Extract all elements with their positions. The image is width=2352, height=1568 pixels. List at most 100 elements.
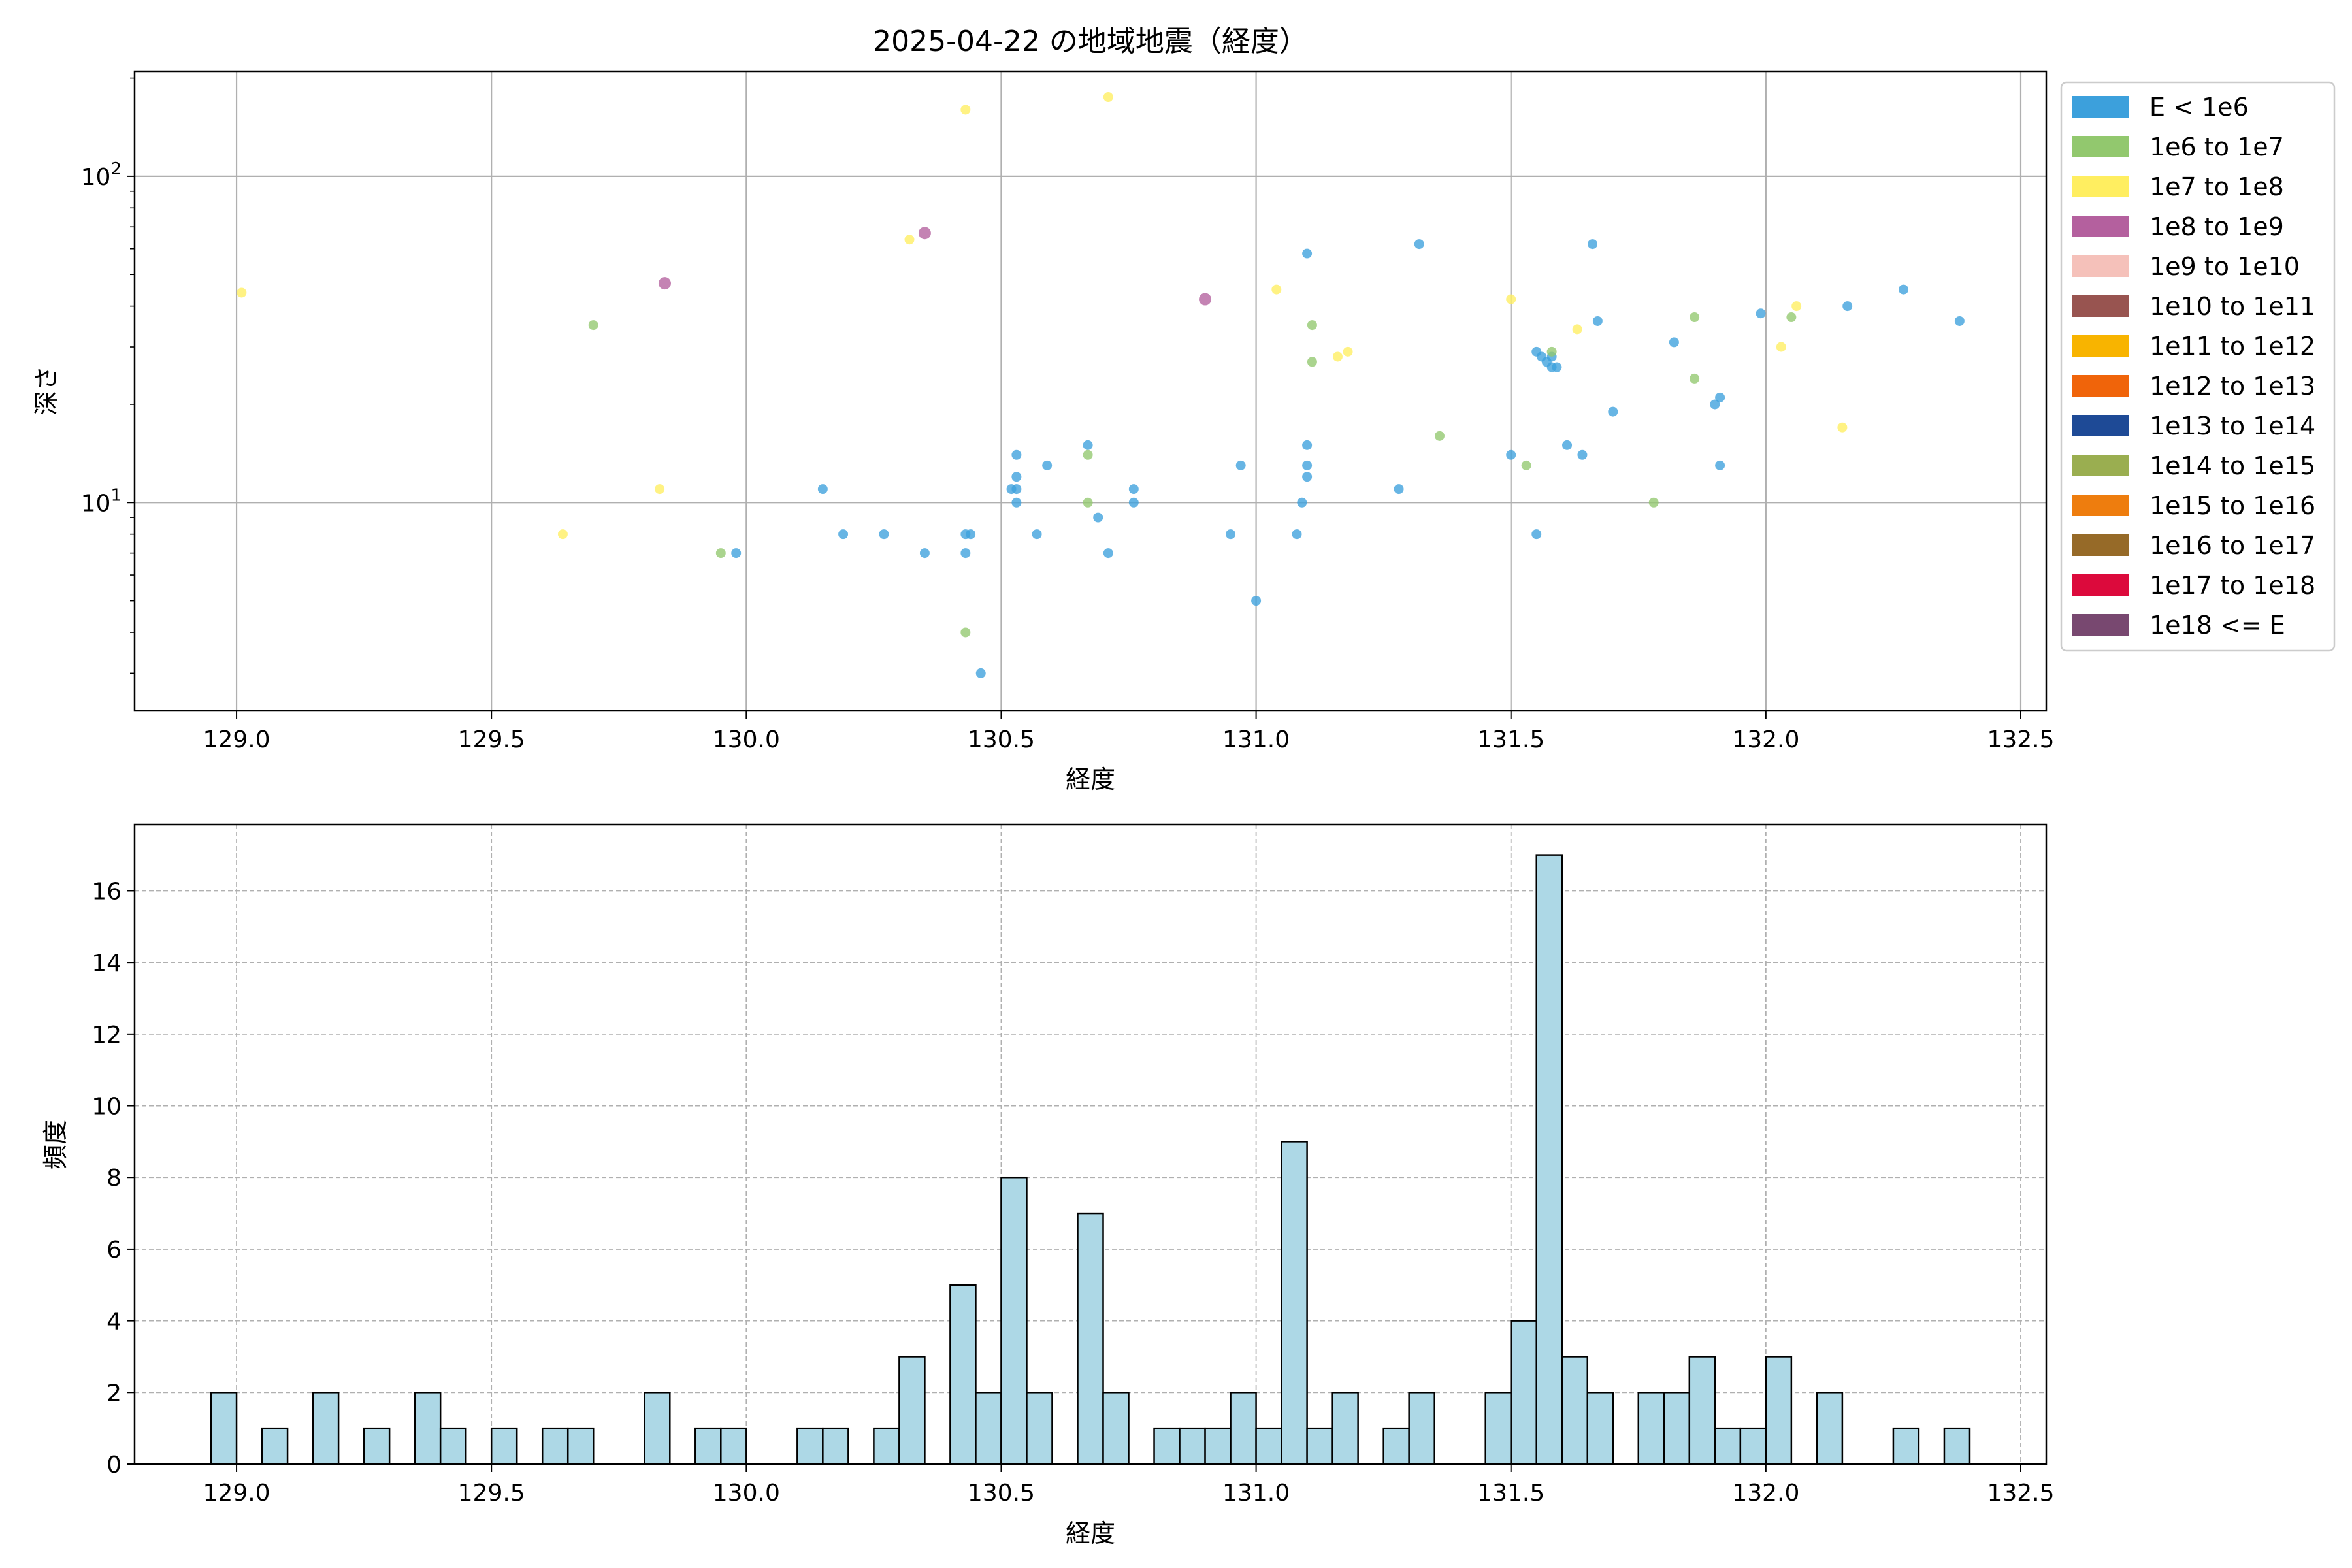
legend: E < 1e6 1e6 to 1e7 1e7 to 1e8 1e8 to 1e9 1e9… xyxy=(2060,81,2336,652)
histogram-bar xyxy=(439,1427,467,1465)
scatter-y-ticks: 101 102 xyxy=(81,77,135,674)
scatter-point xyxy=(1608,406,1618,417)
scatter-point xyxy=(658,277,671,290)
histogram-bar xyxy=(1255,1427,1282,1465)
histogram-x-ticks: 129.0 129.5 130.0 130.5 131.0 131.5 132.0 132.5 xyxy=(203,1464,2055,1507)
histogram-x-axis-label: 経度 xyxy=(1066,1519,1115,1548)
scatter-x-tick-label: 129.0 xyxy=(203,727,270,753)
legend-swatch xyxy=(2072,534,2129,556)
legend-label: 1e6 to 1e7 xyxy=(2149,133,2284,161)
scatter-point xyxy=(817,484,828,495)
scatter-point xyxy=(1271,284,1282,295)
scatter-point xyxy=(1577,449,1588,460)
histogram-bar xyxy=(975,1392,1002,1465)
legend-swatch xyxy=(2072,255,2129,277)
legend-swatch xyxy=(2072,574,2129,596)
histogram-bar xyxy=(490,1427,518,1465)
scatter-point xyxy=(1842,301,1853,312)
histogram-x-tick-label: 131.0 xyxy=(1222,1480,1290,1507)
legend-swatch xyxy=(2072,614,2129,636)
scatter-chart: 2025-04-22 の地域地震（経度） 129.0 129.5 130.0 130.… xyxy=(32,25,2336,794)
legend-swatch xyxy=(2072,335,2129,357)
scatter-point xyxy=(1786,312,1797,323)
scatter-point xyxy=(1103,92,1113,103)
scatter-point xyxy=(1648,497,1659,508)
histogram-y-tick-label: 12 xyxy=(91,1022,122,1049)
histogram-bar xyxy=(1765,1356,1793,1465)
histogram-y-tick-label: 8 xyxy=(106,1165,122,1192)
scatter-point xyxy=(960,627,971,638)
histogram-bar xyxy=(312,1392,340,1465)
legend-swatch xyxy=(2072,216,2129,237)
scatter-point xyxy=(1302,440,1313,450)
scatter-point xyxy=(1297,497,1307,508)
scatter-point xyxy=(1715,460,1725,470)
scatter-point xyxy=(966,529,976,540)
histogram-x-tick-label: 130.5 xyxy=(968,1480,1035,1507)
scatter-point xyxy=(1572,324,1582,335)
histogram-bar xyxy=(1586,1392,1614,1465)
scatter-point xyxy=(1307,320,1317,331)
scatter-point xyxy=(1083,440,1093,450)
scatter-x-tick-label: 131.5 xyxy=(1477,727,1544,753)
histogram-chart: 129.0 129.5 130.0 130.5 131.0 131.5 132.0 132.5… xyxy=(41,823,2055,1548)
scatter-point xyxy=(1506,449,1516,460)
legend-swatch xyxy=(2072,96,2129,118)
histogram-x-tick-label: 129.5 xyxy=(458,1480,525,1507)
histogram-bar xyxy=(1663,1392,1691,1465)
histogram-bar xyxy=(1000,1176,1028,1465)
histogram-bar xyxy=(541,1427,569,1465)
scatter-point xyxy=(1899,284,1909,295)
scatter-point xyxy=(1394,484,1404,495)
histogram-bar xyxy=(1331,1392,1359,1465)
legend-label: E < 1e6 xyxy=(2149,93,2249,122)
scatter-point xyxy=(1011,497,1022,508)
legend-label: 1e16 to 1e17 xyxy=(2149,531,2315,560)
scatter-x-tick-label: 131.0 xyxy=(1222,727,1290,753)
legend-swatch xyxy=(2072,415,2129,436)
histogram-bar xyxy=(1714,1427,1742,1465)
scatter-point xyxy=(1954,316,1965,326)
scatter-point xyxy=(918,227,931,240)
scatter-point xyxy=(557,529,568,540)
scatter-point xyxy=(1302,248,1313,259)
histogram-x-tick-label: 132.5 xyxy=(1987,1480,2054,1507)
legend-swatch xyxy=(2072,136,2129,157)
histogram-bar xyxy=(566,1427,595,1465)
histogram-bar xyxy=(1102,1392,1130,1465)
scatter-point xyxy=(1592,316,1603,326)
scatter-point xyxy=(1506,294,1516,304)
scatter-point xyxy=(1546,346,1557,357)
legend-frame xyxy=(2060,81,2336,652)
scatter-point xyxy=(919,548,930,559)
histogram-frame xyxy=(133,823,2048,1465)
legend-swatch xyxy=(2072,295,2129,317)
legend-swatch xyxy=(2072,495,2129,516)
histogram-y-tick-label: 10 xyxy=(91,1094,122,1120)
histogram-bar xyxy=(1382,1427,1410,1465)
scatter-x-tick-label: 130.5 xyxy=(968,727,1035,753)
scatter-point xyxy=(731,548,742,559)
legend-label: 1e11 to 1e12 xyxy=(2149,332,2315,361)
scatter-point xyxy=(1434,431,1445,441)
legend-label: 1e8 to 1e9 xyxy=(2149,212,2284,241)
histogram-y-tick-label: 4 xyxy=(106,1309,122,1335)
scatter-x-tick-label: 132.0 xyxy=(1732,727,1799,753)
scatter-point xyxy=(1083,497,1093,508)
histogram-bar xyxy=(1739,1427,1767,1465)
scatter-point xyxy=(1521,460,1531,470)
histogram-y-ticks: 0 2 4 6 8 10 12 14 16 xyxy=(91,878,135,1478)
histogram-bar xyxy=(210,1392,238,1465)
legend-label: 1e12 to 1e13 xyxy=(2149,372,2315,400)
scatter-point xyxy=(1032,529,1042,540)
scatter-point xyxy=(1562,440,1573,450)
legend-label: 1e18 <= E xyxy=(2149,611,2285,640)
histogram-bar xyxy=(261,1427,289,1465)
scatter-point xyxy=(1011,472,1022,482)
histogram-bar xyxy=(1688,1356,1716,1465)
scatter-point xyxy=(1042,460,1053,470)
scatter-point xyxy=(1588,239,1598,250)
histogram-bar xyxy=(898,1356,926,1465)
legend-swatch xyxy=(2072,375,2129,397)
scatter-point xyxy=(1715,392,1725,402)
